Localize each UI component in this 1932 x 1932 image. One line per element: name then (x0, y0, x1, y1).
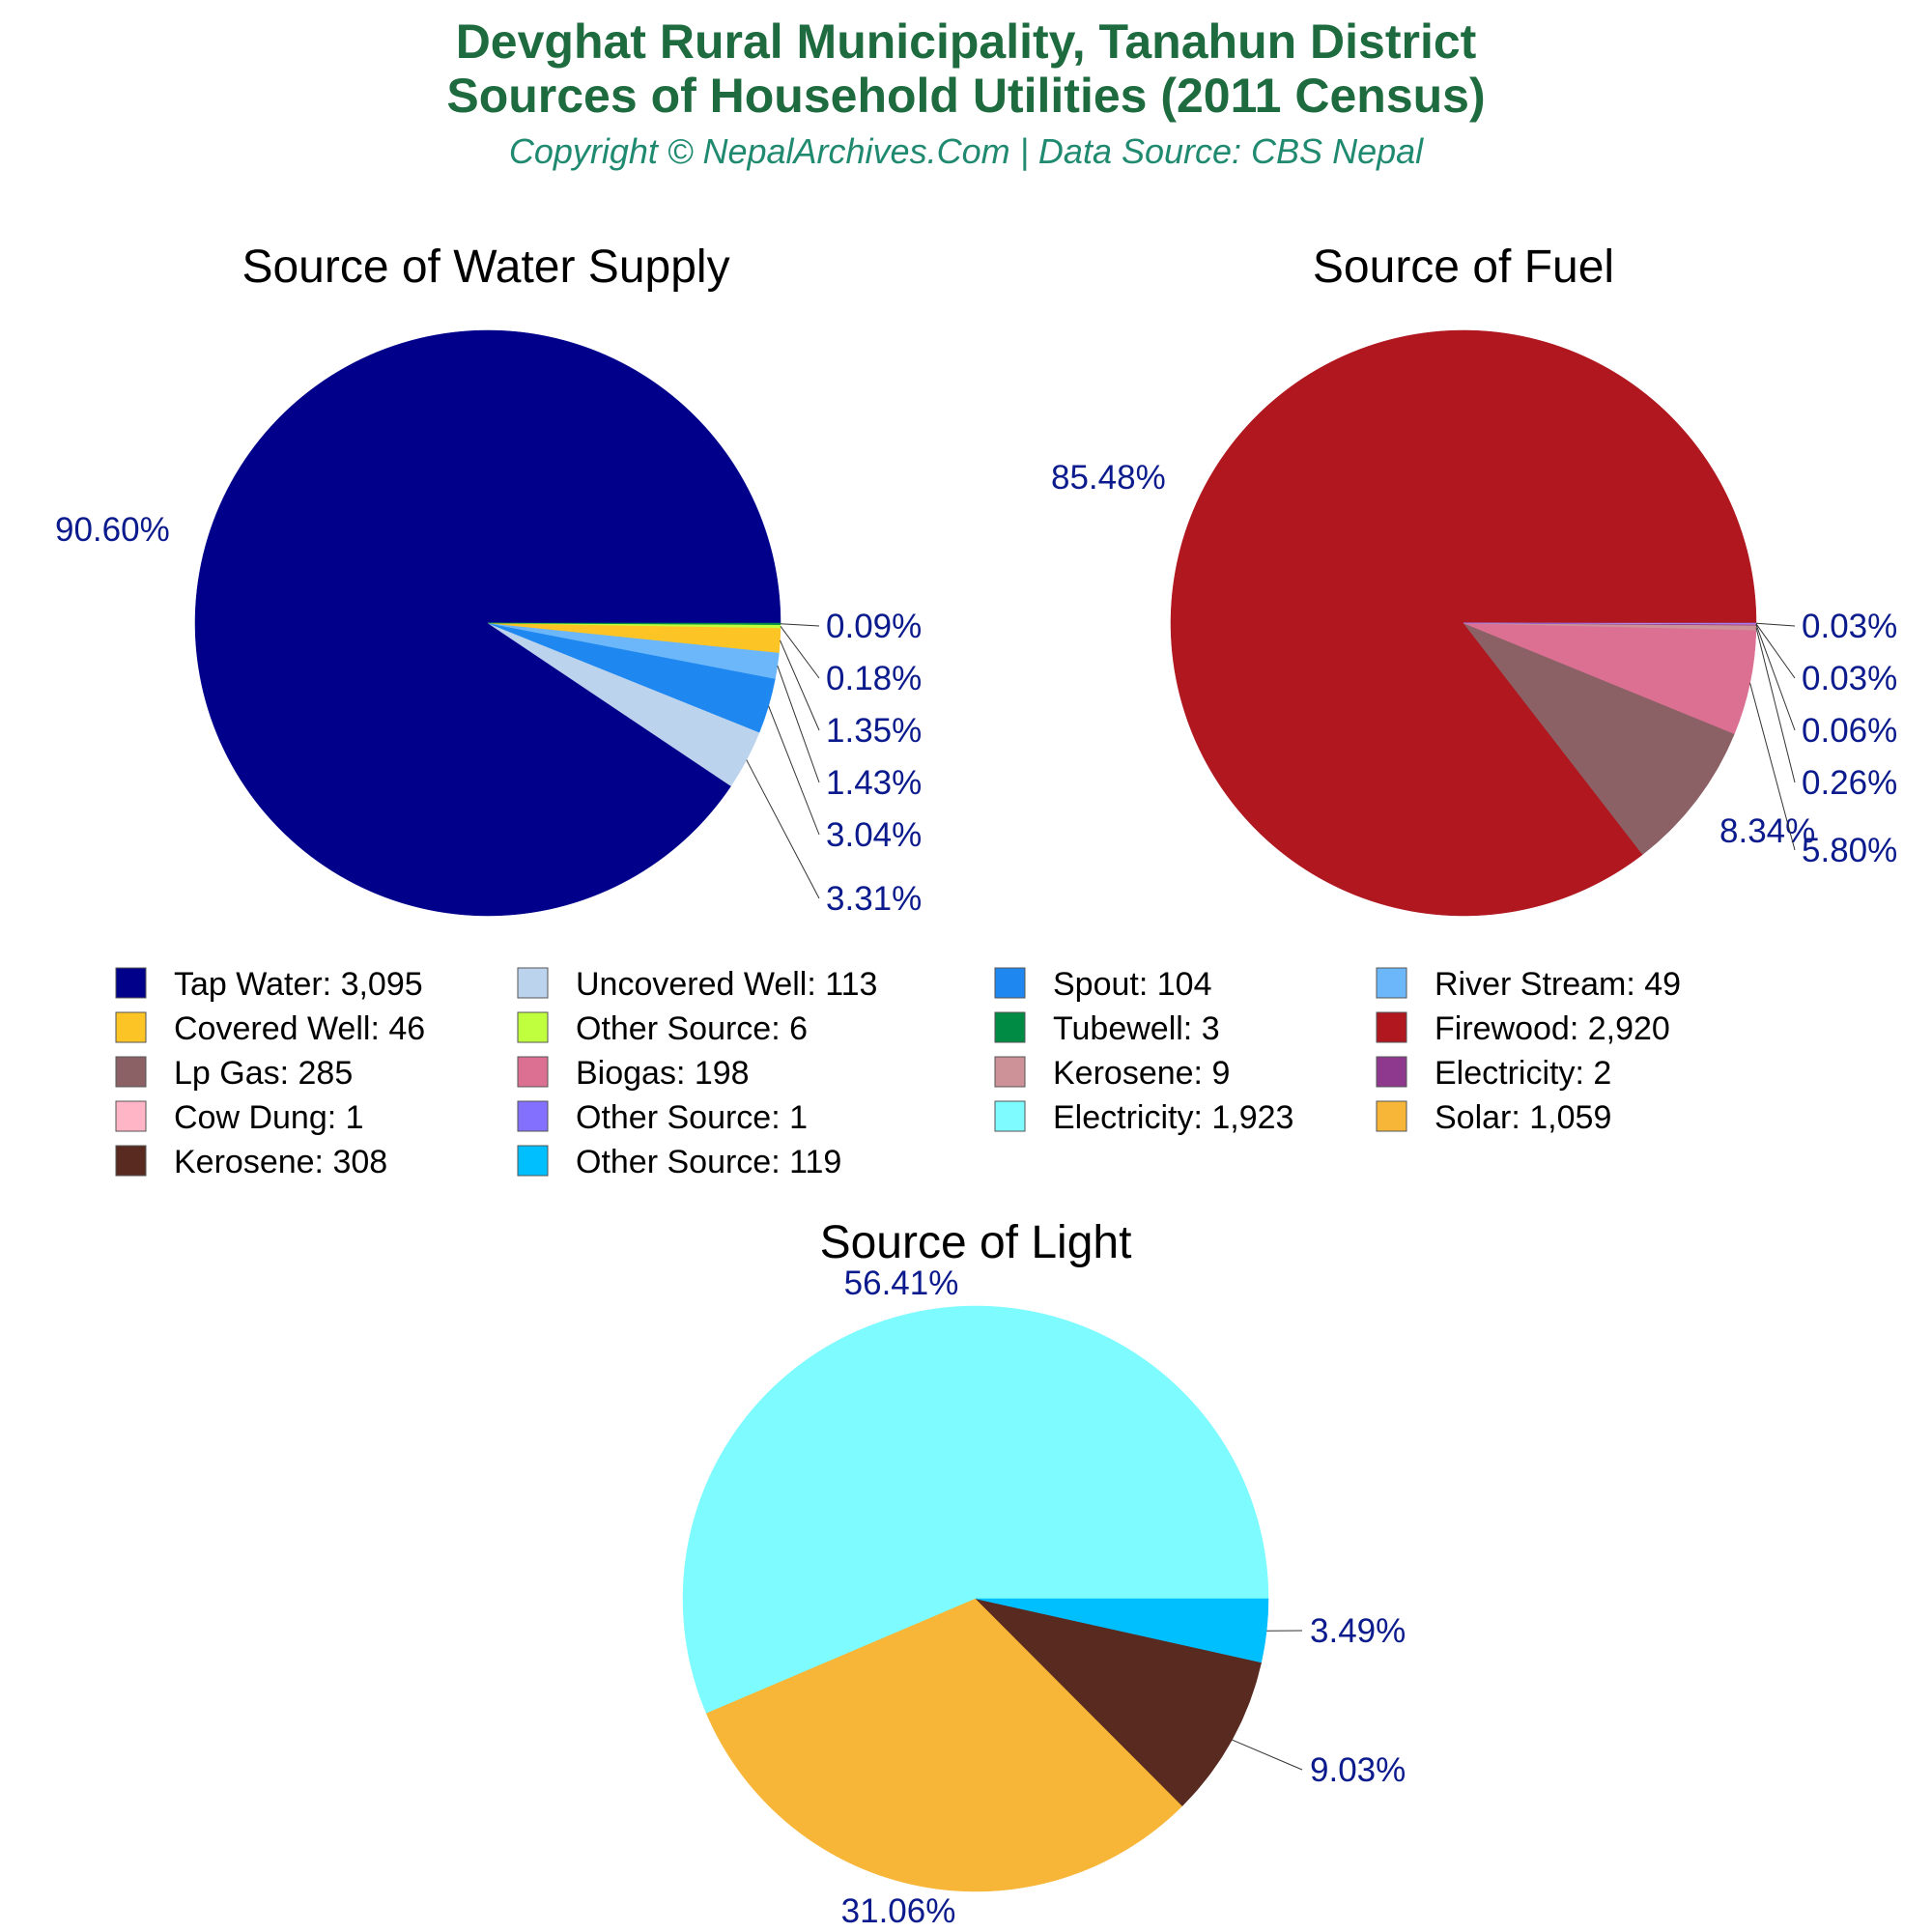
chart-title-line-2: Sources of Household Utilities (2011 Cen… (446, 69, 1486, 123)
pie-fuel: Source of Fuel 85.48% 8.34% 0.03% 0.03% 0.06%… (1051, 242, 1897, 917)
legend-item-tap-water-3-095: Tap Water: 3,095 (115, 966, 423, 1003)
percent-label-lp-gas: 8.34% (1719, 812, 1815, 850)
percent-label-large: 85.48% (1051, 459, 1166, 497)
percent-label-electricity: 0.06% (1802, 712, 1897, 750)
legend-swatch (517, 1011, 549, 1043)
legend-label: Tap Water: 3,095 (174, 966, 423, 1003)
legend-label: Other Source: 1 (576, 1099, 808, 1136)
legend-item-firewood-2-920: Firewood: 2,920 (1376, 1010, 1670, 1047)
slice-other-source (975, 1598, 1269, 1663)
leader-line (780, 639, 820, 731)
legend-label: Other Source: 6 (576, 1010, 808, 1047)
legend-item-spout-104: Spout: 104 (994, 966, 1211, 1003)
percent-label-covered-well: 1.35% (826, 712, 922, 750)
legend-swatch (994, 1056, 1026, 1088)
legend-label: Covered Well: 46 (174, 1010, 425, 1047)
legend-item-kerosene-9: Kerosene: 9 (994, 1055, 1230, 1092)
slice-solar (705, 1598, 1183, 1892)
legend-label: River Stream: 49 (1435, 966, 1681, 1003)
legend-label: Lp Gas: 285 (174, 1055, 353, 1092)
percent-label-tubewell: 0.09% (826, 608, 922, 645)
leader-line (1755, 627, 1796, 783)
legend: Tap Water: 3,095 Uncovered Well: 113 Spout… (115, 966, 1681, 1180)
legend-swatch (1376, 1100, 1407, 1132)
legend-label: Firewood: 2,920 (1435, 1010, 1670, 1047)
legend-swatch (1376, 1011, 1407, 1043)
pie-title: Source of Light (820, 1217, 1132, 1268)
legend-item-electricity-1-923: Electricity: 1,923 (994, 1099, 1293, 1136)
legend-item-other-source-1: Other Source: 1 (517, 1099, 808, 1136)
percent-label-cow-dung: 0.03% (1802, 660, 1897, 697)
legend-item-tubewell-3: Tubewell: 3 (994, 1010, 1220, 1047)
legend-label: Biogas: 198 (576, 1055, 750, 1092)
legend-swatch (994, 1100, 1026, 1132)
legend-swatch (115, 1145, 147, 1177)
legend-item-electricity-2: Electricity: 2 (1376, 1055, 1611, 1092)
percent-label-river-stream: 1.43% (826, 764, 922, 802)
legend-swatch (115, 1100, 147, 1132)
percent-label-other-source: 3.49% (1310, 1612, 1406, 1650)
legend-item-river-stream-49: River Stream: 49 (1376, 966, 1681, 1003)
legend-swatch (1376, 1056, 1407, 1088)
percent-label-other-source: 0.03% (1802, 608, 1897, 645)
legend-swatch (994, 967, 1026, 999)
legend-label: Other Source: 119 (576, 1144, 841, 1180)
legend-swatch (517, 1100, 549, 1132)
leader-line (768, 705, 820, 836)
percent-label-solar: 31.06% (841, 1892, 956, 1930)
leader-line (777, 665, 820, 783)
legend-item-uncovered-well-113: Uncovered Well: 113 (517, 966, 877, 1003)
legend-label: Kerosene: 308 (174, 1144, 387, 1180)
leader-line (780, 626, 820, 679)
legend-label: Electricity: 1,923 (1053, 1099, 1293, 1136)
legend-item-cow-dung-1: Cow Dung: 1 (115, 1099, 364, 1136)
legend-item-lp-gas-285: Lp Gas: 285 (115, 1055, 353, 1092)
pie-title: Source of Water Supply (242, 242, 729, 293)
legend-swatch (115, 1011, 147, 1043)
percent-label-large: 90.60% (55, 511, 170, 549)
legend-label: Solar: 1,059 (1435, 1099, 1611, 1136)
percent-label-spout: 3.04% (826, 816, 922, 854)
leader-line (746, 759, 820, 899)
legend-label: Uncovered Well: 113 (576, 966, 877, 1003)
leader-line (1755, 622, 1796, 627)
legend-label: Spout: 104 (1053, 966, 1211, 1003)
legend-label: Electricity: 2 (1435, 1055, 1611, 1092)
legend-swatch (115, 967, 147, 999)
percent-label-electricity: 56.41% (844, 1264, 959, 1302)
pie-water-supply: Source of Water Supply 90.60% 0.09% 0.18% 1.… (55, 242, 922, 918)
legend-swatch (115, 1056, 147, 1088)
leader-line (1232, 1739, 1303, 1771)
slice-lp-gas (1463, 622, 1735, 856)
legend-item-kerosene-308: Kerosene: 308 (115, 1144, 387, 1180)
percent-label-uncovered-well: 3.31% (826, 880, 922, 918)
chart-title-line-1: Devghat Rural Municipality, Tanahun Dist… (455, 14, 1477, 69)
legend-item-solar-1-059: Solar: 1,059 (1376, 1099, 1611, 1136)
pie-title: Source of Fuel (1313, 242, 1614, 293)
percent-label-biogas: 5.80% (1802, 832, 1897, 869)
legend-label: Cow Dung: 1 (174, 1099, 364, 1136)
legend-swatch (517, 1056, 549, 1088)
leader-line (1749, 682, 1796, 851)
legend-label: Tubewell: 3 (1053, 1010, 1220, 1047)
legend-label: Kerosene: 9 (1053, 1055, 1230, 1092)
legend-swatch (994, 1011, 1026, 1043)
leader-line (1755, 624, 1796, 731)
legend-item-other-source-119: Other Source: 119 (517, 1144, 841, 1180)
leader-line (1755, 623, 1796, 679)
legend-swatch (517, 967, 549, 999)
legend-item-biogas-198: Biogas: 198 (517, 1055, 750, 1092)
leader-line (780, 623, 820, 627)
slice-electricity (682, 1305, 1269, 1715)
percent-label-kerosene: 9.03% (1310, 1751, 1406, 1789)
chart-subtitle: Copyright © NepalArchives.Com | Data Sou… (508, 131, 1424, 171)
legend-swatch (517, 1145, 549, 1177)
percent-label-other-source: 0.18% (826, 660, 922, 697)
legend-item-covered-well-46: Covered Well: 46 (115, 1010, 425, 1047)
legend-item-other-source-6: Other Source: 6 (517, 1010, 808, 1047)
percent-label-kerosene: 0.26% (1802, 764, 1897, 802)
legend-swatch (1376, 967, 1407, 999)
